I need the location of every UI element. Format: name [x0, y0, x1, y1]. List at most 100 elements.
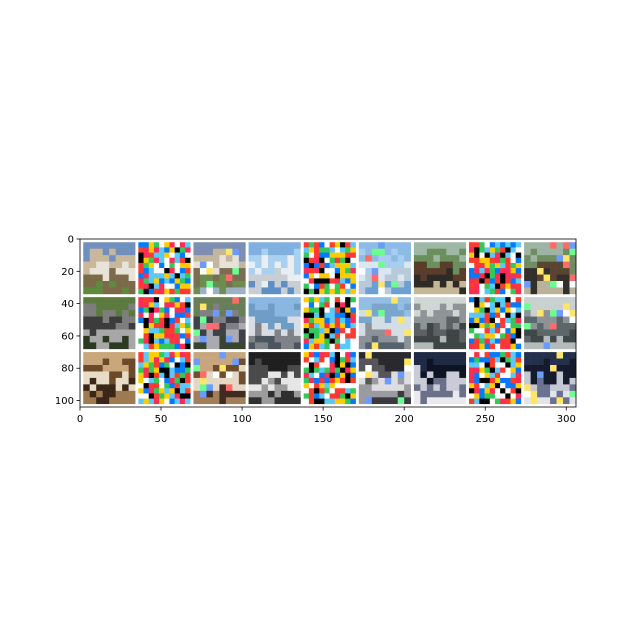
tile-pixel	[334, 252, 341, 259]
tile-pixel	[510, 338, 517, 344]
tile-pixel	[179, 262, 186, 269]
tile-pixel	[308, 333, 315, 339]
tile-pixel	[143, 367, 150, 374]
tile-pixel	[404, 323, 411, 330]
tile-pixel	[109, 397, 116, 405]
tile-pixel	[446, 365, 454, 372]
tile-pixel	[219, 384, 227, 392]
tile-pixel	[489, 383, 496, 389]
tile-pixel	[505, 383, 511, 389]
tile-pixel	[232, 281, 240, 288]
tile-pixel	[469, 262, 475, 269]
tile-pixel	[397, 358, 405, 366]
tile-pixel	[515, 333, 522, 339]
tile-pixel	[452, 329, 460, 337]
tile-pixel	[122, 352, 129, 359]
tile-pixel	[255, 323, 262, 330]
image-tile	[524, 242, 577, 295]
tile-pixel	[153, 377, 160, 384]
tile-pixel	[138, 362, 144, 368]
tile-pixel	[206, 371, 214, 379]
tile-pixel	[350, 357, 356, 363]
tile-pixel	[138, 343, 144, 350]
tile-pixel	[474, 257, 480, 264]
tile-pixel	[397, 310, 405, 317]
tile-pixel	[397, 287, 405, 295]
tile-pixel	[308, 262, 315, 269]
y-tick-label: 40	[61, 299, 74, 310]
tile-pixel	[308, 367, 315, 374]
tile-pixel	[413, 390, 421, 398]
tile-pixel	[459, 377, 467, 385]
tile-pixel	[426, 371, 434, 379]
tile-pixel	[102, 242, 110, 249]
tile-pixel	[153, 323, 160, 329]
tile-pixel	[199, 261, 207, 269]
tile-pixel	[510, 252, 517, 259]
noise-tile	[469, 297, 522, 350]
tile-pixel	[378, 268, 386, 275]
tile-pixel	[83, 397, 91, 405]
tile-pixel	[420, 352, 428, 359]
tile-pixel	[293, 268, 301, 275]
tile-pixel	[169, 388, 175, 394]
tile-pixel	[537, 297, 544, 304]
image-tile	[193, 297, 246, 350]
tile-pixel	[452, 255, 460, 262]
tile-pixel	[193, 261, 201, 269]
tile-pixel	[238, 297, 246, 304]
tile-pixel	[484, 268, 491, 274]
tile-pixel	[358, 335, 366, 343]
tile-pixel	[550, 390, 557, 398]
tile-pixel	[164, 297, 170, 303]
tile-pixel	[345, 377, 351, 384]
tile-pixel	[420, 377, 428, 385]
tile-pixel	[199, 384, 207, 392]
tile-pixel	[287, 281, 295, 288]
tile-pixel	[484, 302, 491, 308]
tile-pixel	[274, 335, 282, 343]
tile-pixel	[153, 328, 160, 334]
tile-pixel	[219, 323, 227, 330]
tile-pixel	[319, 333, 325, 339]
tile-pixel	[138, 333, 144, 339]
tile-pixel	[378, 358, 386, 366]
tile-pixel	[459, 303, 467, 311]
tile-pixel	[446, 242, 454, 249]
tile-pixel	[515, 283, 522, 290]
tile-pixel	[324, 377, 330, 384]
tile-pixel	[329, 247, 336, 253]
tile-pixel	[459, 371, 467, 379]
tile-pixel	[274, 329, 282, 337]
tile-pixel	[255, 316, 262, 324]
tile-pixel	[474, 242, 480, 248]
tile-pixel	[153, 367, 160, 374]
noise-tile	[469, 242, 522, 295]
tile-pixel	[96, 261, 103, 269]
tile-pixel	[345, 268, 351, 274]
tile-pixel	[324, 388, 330, 394]
tile-pixel	[232, 342, 240, 350]
tile-pixel	[303, 268, 310, 274]
tile-pixel	[319, 367, 325, 374]
tile-pixel	[314, 278, 320, 284]
tile-pixel	[426, 335, 434, 343]
tile-pixel	[420, 316, 428, 324]
tile-pixel	[169, 352, 175, 358]
tile-pixel	[474, 317, 480, 324]
tile-pixel	[248, 316, 256, 324]
tile-pixel	[169, 273, 175, 279]
tile-pixel	[179, 383, 186, 389]
tile-pixel	[384, 297, 392, 304]
tile-pixel	[500, 302, 506, 308]
tile-pixel	[563, 248, 570, 256]
tile-pixel	[426, 397, 434, 405]
tile-pixel	[83, 377, 91, 385]
tile-pixel	[556, 303, 564, 311]
tile-pixel	[324, 317, 330, 324]
tile-pixel	[397, 342, 405, 350]
tile-pixel	[193, 377, 201, 385]
tile-pixel	[164, 372, 170, 379]
tile-pixel	[324, 372, 330, 379]
tile-pixel	[159, 328, 165, 334]
